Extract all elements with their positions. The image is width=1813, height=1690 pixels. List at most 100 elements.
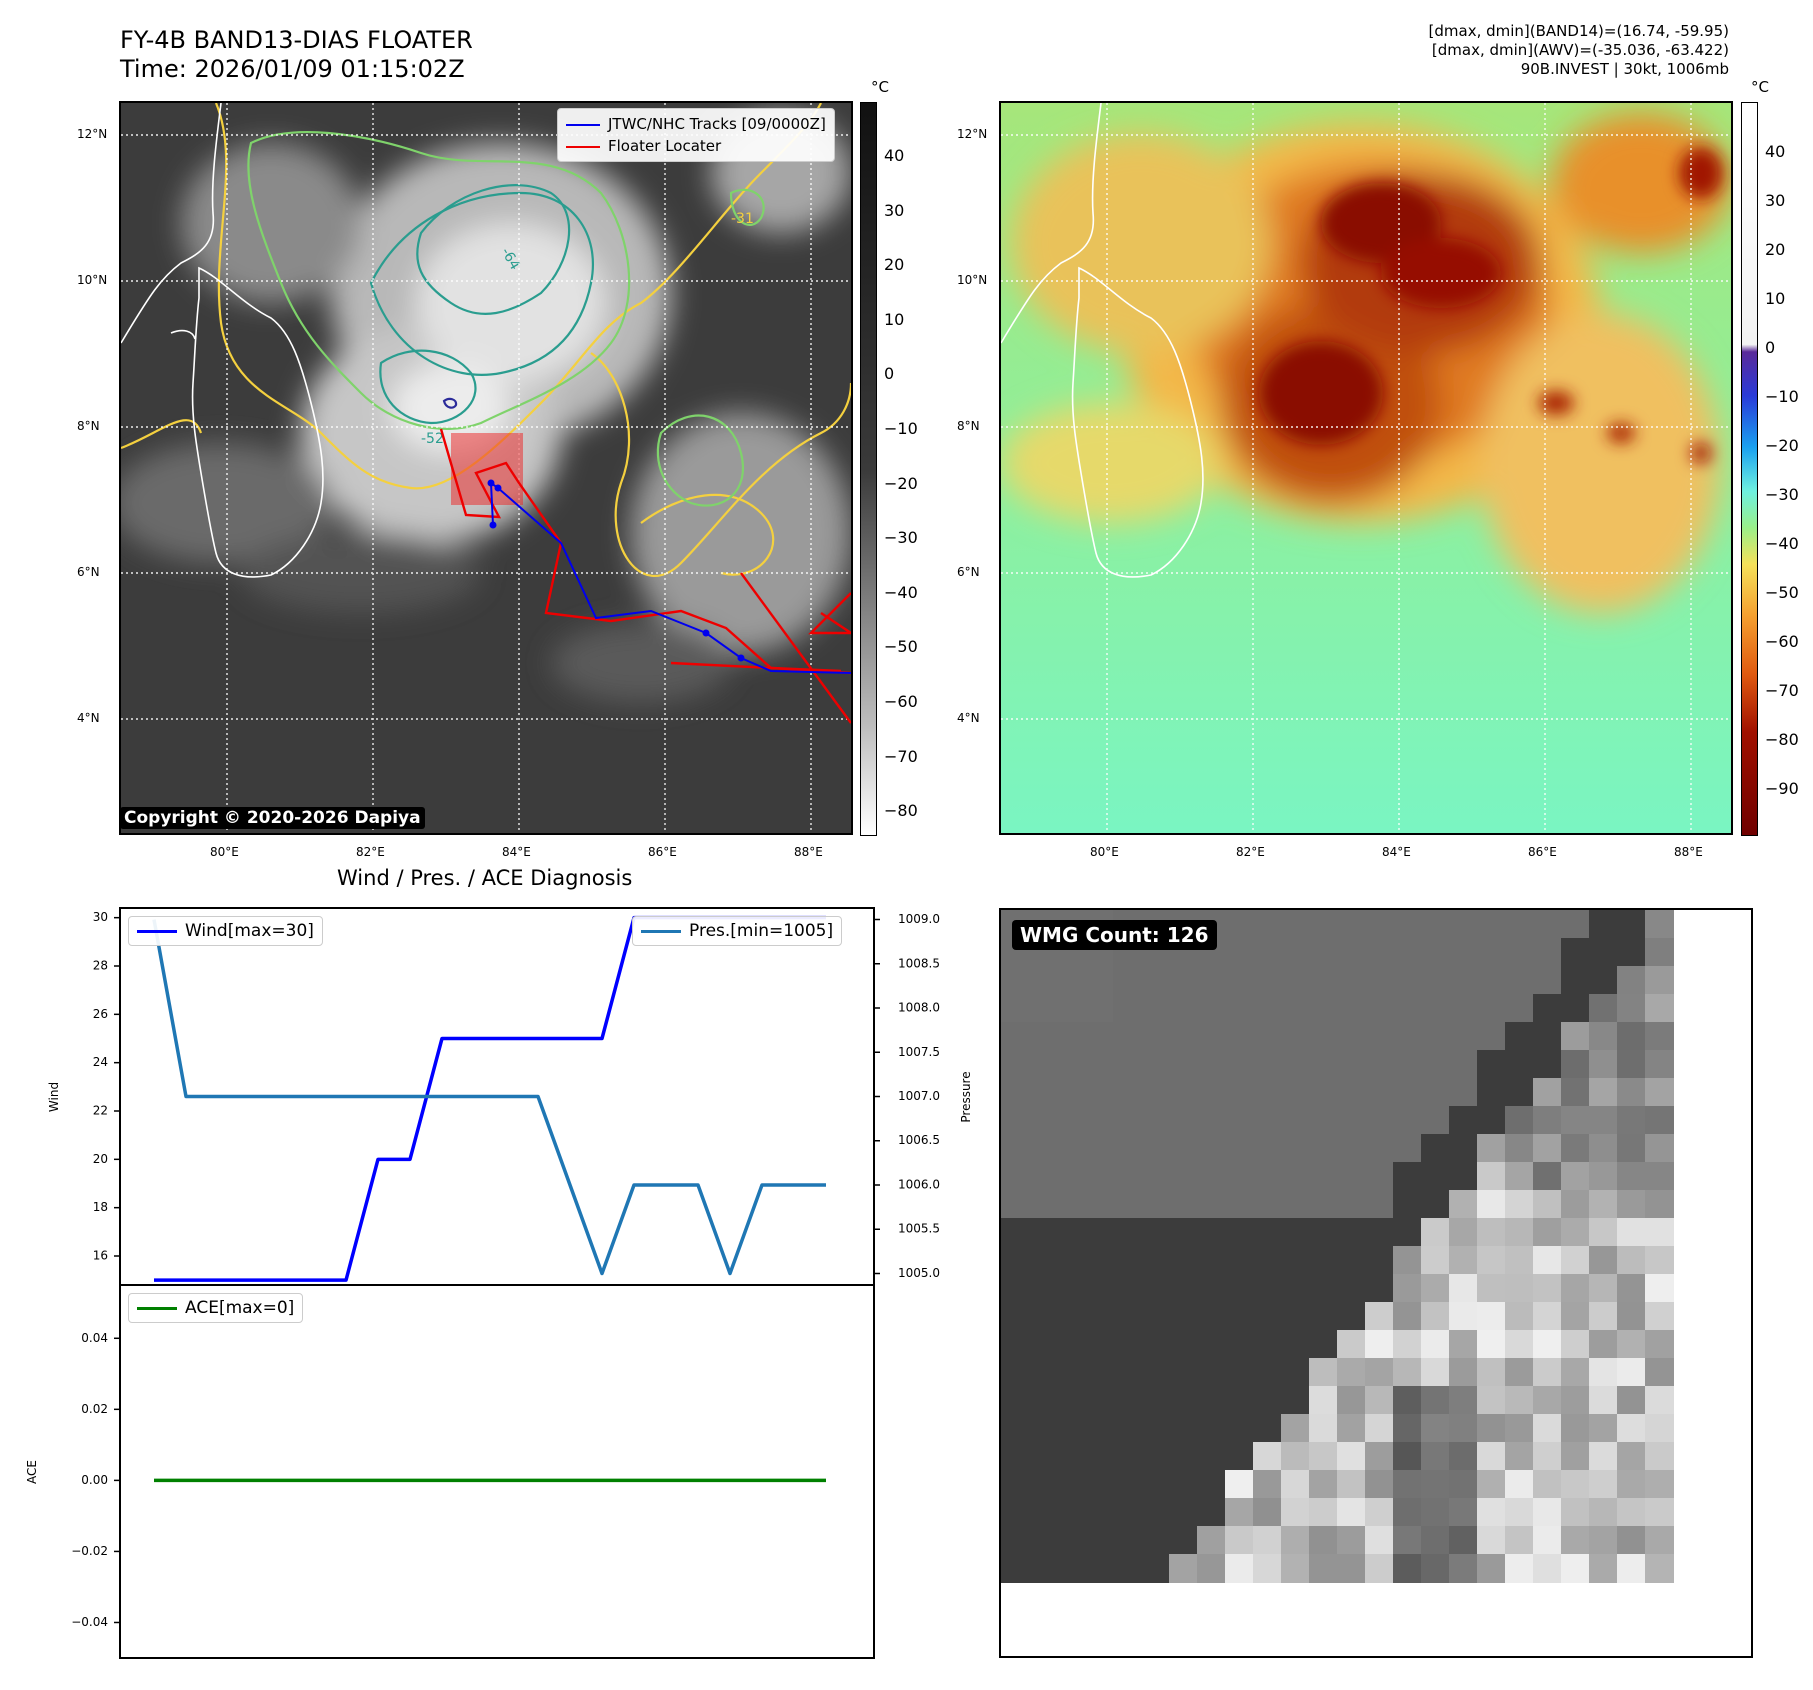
colorbar-tick: 20	[884, 255, 905, 275]
color-map-panel	[999, 101, 1733, 835]
cold-cores	[1259, 147, 1723, 463]
lat-tick: 6°N	[77, 565, 100, 579]
color-colorbar	[1741, 102, 1758, 836]
wind-tick-label: 24	[93, 1055, 108, 1069]
track-legend: JTWC/NHC Tracks [09/0000Z] Floater Locat…	[557, 108, 835, 162]
colorbar-tick: −10	[1765, 387, 1799, 406]
gray-colorbar	[860, 102, 877, 836]
pressure-tick-label: 1006.0	[898, 1177, 940, 1191]
colorbar-tick: −80	[1765, 730, 1799, 749]
lon-tick: 86°E	[1528, 845, 1557, 859]
floater-locater-track-4	[808, 592, 851, 635]
wind-tick-label: 22	[93, 1104, 108, 1118]
diag-lines	[152, 915, 826, 1483]
wind-tick-label: 18	[93, 1200, 108, 1214]
pressure-tick-label: 1006.5	[898, 1133, 940, 1147]
floater-locater-track-3	[670, 661, 842, 673]
right-line-2: [dmax, dmin](AWV)=(-35.036, -63.422)	[1431, 41, 1729, 59]
wmg-pixel-grid	[1001, 910, 1751, 1656]
colorbar-tick: −70	[884, 746, 918, 766]
colorbar-tick: −80	[884, 801, 918, 821]
ace-legend: ACE[max=0]	[128, 1293, 304, 1323]
colorbar-tick: 40	[884, 146, 905, 165]
ace-axis-label: ACE	[25, 1460, 39, 1484]
pres-legend: Pres.[min=1005]	[632, 916, 843, 946]
pressure-tick-label: 1007.0	[898, 1089, 940, 1103]
ir-map-panel: -64 -52 -31	[119, 101, 853, 835]
colorbar-tick: 10	[884, 309, 905, 329]
lat-tick: 12°N	[957, 127, 988, 141]
ace-tick-label: −0.02	[71, 1544, 108, 1558]
coastline	[121, 103, 324, 578]
color-colorbar-unit: °C	[1751, 78, 1769, 96]
lat-tick: 12°N	[77, 127, 108, 141]
colorbar-tick: −60	[884, 692, 918, 711]
diag-frame	[119, 907, 875, 1659]
lon-tick: 88°E	[794, 845, 823, 859]
colorbar-tick: −40	[1765, 534, 1799, 553]
pressure-tick-label: 1007.5	[898, 1045, 940, 1059]
ace-legend-label: ACE[max=0]	[185, 1298, 295, 1318]
colorbar-tick: 0	[1765, 338, 1776, 357]
gray-colorbar-unit: °C	[871, 78, 889, 96]
color-map-svg	[1001, 103, 1731, 833]
colorbar-tick: −30	[1765, 485, 1799, 504]
pres-legend-swatch	[641, 929, 681, 933]
contour-label-52: -52	[421, 431, 444, 447]
colorbar-tick: −50	[884, 637, 918, 657]
wind-tick-label: 20	[93, 1152, 108, 1166]
jtwc-track	[489, 480, 851, 674]
pressure-axis-label: Pressure	[959, 1071, 973, 1122]
wind-axis-label: Wind	[47, 1082, 61, 1112]
lon-tick: 82°E	[356, 845, 385, 859]
figure-subtitle-right: [dmax, dmin](BAND14)=(16.74, -59.95) [dm…	[1429, 22, 1729, 79]
pres-legend-label: Pres.[min=1005]	[689, 921, 834, 941]
wind-legend: Wind[max=30]	[128, 916, 323, 946]
floater-locater-track-2	[740, 572, 851, 724]
pressure-tick-label: 1008.0	[898, 1001, 940, 1015]
wind-legend-label: Wind[max=30]	[185, 921, 314, 941]
colorbar-tick: −20	[884, 473, 918, 493]
title-line-2: Time: 2026/01/09 01:15:02Z	[120, 55, 465, 83]
colorbar-tick: −10	[884, 419, 918, 438]
lat-tick: 6°N	[957, 565, 980, 579]
lon-tick: 84°E	[502, 845, 531, 859]
lon-tick: 80°E	[1090, 845, 1119, 859]
ace-tick-label: 0.00	[81, 1473, 108, 1487]
lon-tick: 84°E	[1382, 845, 1411, 859]
lat-tick: 8°N	[77, 419, 100, 433]
colorbar-tick: 40	[1765, 142, 1786, 161]
legend-item-locater: Floater Locater	[566, 135, 826, 157]
legend-item-tracks: JTWC/NHC Tracks [09/0000Z]	[566, 113, 826, 135]
colorbar-tick: −70	[1765, 681, 1799, 700]
pressure-tick-label: 1005.0	[898, 1266, 940, 1280]
colorbar-tick: 20	[1765, 240, 1786, 259]
title-line-1: FY-4B BAND13-DIAS FLOATER	[120, 26, 473, 54]
lat-tick: 10°N	[957, 273, 988, 287]
legend-swatch-tracks	[566, 123, 600, 126]
colorbar-tick: 30	[1765, 191, 1786, 210]
colorbar-tick: −30	[884, 528, 918, 548]
ace-tick-label: 0.04	[81, 1331, 108, 1345]
gridlines-2	[1001, 103, 1731, 833]
lat-tick: 4°N	[77, 711, 100, 725]
lat-tick: 10°N	[77, 273, 108, 287]
pressure-tick-label: 1008.5	[898, 956, 940, 970]
lon-tick: 86°E	[648, 845, 677, 859]
wind-legend-swatch	[137, 929, 177, 933]
colorbar-tick: −60	[1765, 632, 1799, 651]
contour-label-31: -31	[731, 211, 754, 227]
wind-tick-label: 28	[93, 959, 108, 973]
colorbar-tick: −50	[1765, 583, 1799, 602]
right-line-3: 90B.INVEST | 30kt, 1006mb	[1520, 60, 1729, 78]
copyright-badge: Copyright © 2020-2026 Dapiya	[120, 807, 425, 829]
coastline-2	[1001, 103, 1204, 578]
diag-ticks: 30 28 26 24 22 20 18 16 1009.0 1008.5 1008.0 1007.5…	[71, 910, 940, 1629]
series-line-pres	[152, 919, 826, 1276]
colorbar-tick: 0	[884, 364, 895, 384]
pressure-tick-label: 1009.0	[898, 912, 940, 926]
right-line-1: [dmax, dmin](BAND14)=(16.74, -59.95)	[1428, 22, 1729, 40]
colorbar-tick: −40	[884, 582, 918, 602]
ace-legend-swatch	[137, 1306, 177, 1310]
